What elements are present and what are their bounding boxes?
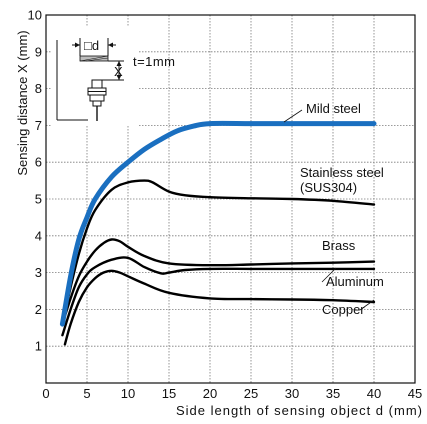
inset-thickness-label: t=1mm [133,54,175,69]
y-axis-label: Sensing distance X (mm) [15,30,30,175]
x-tick-label-15: 15 [162,386,176,401]
y-tick-label-10: 10 [28,8,42,23]
x-tick-label-5: 5 [83,386,90,401]
y-tick-label-6: 6 [35,155,42,170]
series-line-brass [61,238,376,326]
x-axis-label: Side length of sensing object d (mm) [176,403,422,418]
sensor-icon [87,79,107,121]
y-tick-label-3: 3 [35,265,42,280]
series-lines [59,109,377,346]
series-label-mild-steel: Mild steel [306,101,361,116]
series-label-stainless-line1: Stainless steel [300,165,384,180]
y-tick-label-4: 4 [35,228,42,243]
series-label-brass: Brass [322,238,356,253]
series-label-stainless-line2: (SUS304) [300,180,357,195]
inset-side-label: □d [84,38,99,53]
x-tick-label-20: 20 [203,386,217,401]
x-tick-label-30: 30 [285,386,299,401]
inset-gap-label: X [114,64,123,79]
x-tick-label-25: 25 [244,386,258,401]
series-line-stainless-steel-sus304 [61,179,376,326]
y-tick-label-5: 5 [35,192,42,207]
x-tick-label-40: 40 [367,386,381,401]
y-tick-label-9: 9 [35,44,42,59]
sensor-inset-diagram: □d X t=1mm [52,26,175,126]
y-tick-label-8: 8 [35,81,42,96]
series-label-copper: Copper [322,302,365,317]
plot-border [45,14,416,384]
x-tick-label-0: 0 [42,386,49,401]
y-tick-label-2: 2 [35,302,42,317]
label-leader-1 [321,267,337,283]
series-line-mild-steel [59,120,377,327]
x-tick-label-35: 35 [326,386,340,401]
series-line-aluminum [61,256,376,337]
plot-frame [45,14,416,384]
y-tick-label-7: 7 [35,118,42,133]
x-tick-label-10: 10 [121,386,135,401]
series-line-copper [63,269,376,346]
x-tick-label-45: 45 [408,386,422,401]
label-leader-2 [359,299,375,311]
y-tick-label-1: 1 [35,339,42,354]
label-leader-0 [283,109,303,123]
series-label-aluminum: Aluminum [326,274,384,289]
